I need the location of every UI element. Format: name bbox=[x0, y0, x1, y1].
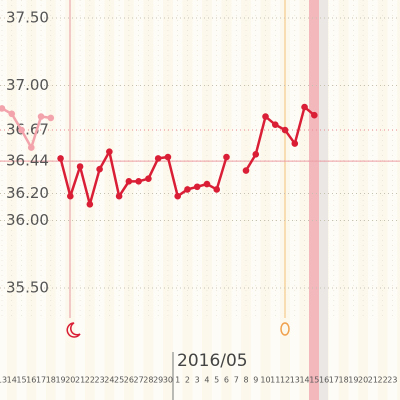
x-tick-label: 15 bbox=[16, 376, 26, 385]
temperature-point bbox=[154, 155, 162, 162]
temperature-point bbox=[18, 126, 25, 134]
x-tick-label: 9 bbox=[253, 376, 258, 385]
x-tick-label: 19 bbox=[55, 376, 65, 385]
temperature-point bbox=[311, 111, 318, 119]
y-tick-label: 36.20 bbox=[6, 184, 49, 202]
x-tick-label: 20 bbox=[65, 376, 75, 385]
temperature-point bbox=[271, 121, 279, 128]
x-tick-label: 22 bbox=[378, 376, 388, 385]
y-tick-label: 36.67 bbox=[6, 121, 49, 139]
x-tick-label: 17 bbox=[329, 376, 339, 385]
x-tick-label: 30 bbox=[163, 376, 173, 385]
x-tick-label: 8 bbox=[243, 376, 248, 385]
temperature-point bbox=[86, 201, 94, 208]
y-tick-label: 35.50 bbox=[6, 279, 49, 297]
x-tick-label: 21 bbox=[75, 376, 85, 385]
x-tick-label: 28 bbox=[143, 376, 153, 385]
ovulation-icon bbox=[280, 322, 290, 336]
x-tick-label: 24 bbox=[104, 376, 114, 385]
temperature-point bbox=[184, 186, 191, 193]
x-tick-label: 10 bbox=[260, 376, 270, 385]
temperature-point bbox=[115, 192, 123, 200]
x-tick-label: 18 bbox=[46, 376, 56, 385]
x-tick-label: 27 bbox=[134, 376, 144, 385]
today-band bbox=[319, 0, 328, 400]
temperature-point bbox=[252, 151, 260, 158]
temperature-point bbox=[27, 144, 35, 151]
x-tick-label: 23 bbox=[387, 376, 397, 385]
column-stripe bbox=[0, 0, 7, 400]
temperature-point bbox=[223, 153, 230, 161]
temperature-point bbox=[301, 103, 308, 111]
x-tick-label: 11 bbox=[270, 376, 280, 385]
temperature-point bbox=[67, 192, 74, 200]
x-tick-label: 2 bbox=[185, 376, 190, 385]
x-tick-label: 15 bbox=[309, 376, 319, 385]
x-tick-label: 7 bbox=[234, 376, 239, 385]
temperature-point bbox=[193, 183, 201, 191]
temperature-point bbox=[57, 155, 64, 162]
x-tick-label: 6 bbox=[224, 376, 229, 385]
temperature-point bbox=[291, 140, 299, 147]
temperature-point bbox=[281, 126, 289, 134]
temperature-point bbox=[125, 178, 133, 185]
x-tick-label: 14 bbox=[7, 376, 17, 385]
y-tick-label: 37.50 bbox=[6, 9, 49, 27]
x-tick-label: 20 bbox=[358, 376, 368, 385]
x-tick-label: 26 bbox=[124, 376, 134, 385]
moon-icon bbox=[66, 322, 81, 338]
temperature-point bbox=[0, 105, 6, 112]
temperature-point bbox=[96, 165, 103, 173]
x-tick-label: 21 bbox=[368, 376, 378, 385]
x-tick-label: 12 bbox=[280, 376, 290, 385]
temperature-point bbox=[242, 167, 250, 174]
temperature-point bbox=[76, 163, 84, 170]
x-tick-label: 19 bbox=[348, 376, 358, 385]
temperature-point bbox=[145, 175, 152, 182]
x-tick-label: 4 bbox=[204, 376, 209, 385]
temperature-point bbox=[37, 113, 45, 120]
x-tick-label: 1 bbox=[175, 376, 180, 385]
temperature-point bbox=[47, 114, 55, 122]
temperature-point bbox=[213, 186, 221, 193]
x-tick-label: 13 bbox=[0, 376, 7, 385]
temperature-point bbox=[174, 192, 181, 200]
x-tick-label: 18 bbox=[339, 376, 349, 385]
x-tick-label: 16 bbox=[26, 376, 36, 385]
temperature-point bbox=[203, 180, 211, 188]
temperature-point bbox=[164, 153, 172, 161]
y-tick-label: 36.44 bbox=[6, 152, 49, 170]
month-label: 2016/05 bbox=[177, 351, 248, 371]
x-tick-label: 22 bbox=[85, 376, 95, 385]
temperature-point bbox=[262, 113, 269, 120]
temperature-point bbox=[8, 110, 16, 118]
x-tick-label: 13 bbox=[290, 376, 300, 385]
y-tick-label: 37.00 bbox=[6, 76, 49, 94]
x-tick-label: 16 bbox=[319, 376, 329, 385]
x-tick-label: 5 bbox=[214, 376, 219, 385]
x-tick-label: 25 bbox=[114, 376, 124, 385]
period-band bbox=[309, 0, 319, 400]
y-tick-label: 36.00 bbox=[6, 211, 49, 229]
x-tick-label: 29 bbox=[153, 376, 163, 385]
x-tick-label: 17 bbox=[36, 376, 46, 385]
temperature-point bbox=[106, 148, 113, 155]
x-tick-label: 23 bbox=[95, 376, 105, 385]
x-tick-label: 3 bbox=[195, 376, 200, 385]
temperature-point bbox=[135, 178, 142, 185]
x-tick-label: 14 bbox=[299, 376, 309, 385]
